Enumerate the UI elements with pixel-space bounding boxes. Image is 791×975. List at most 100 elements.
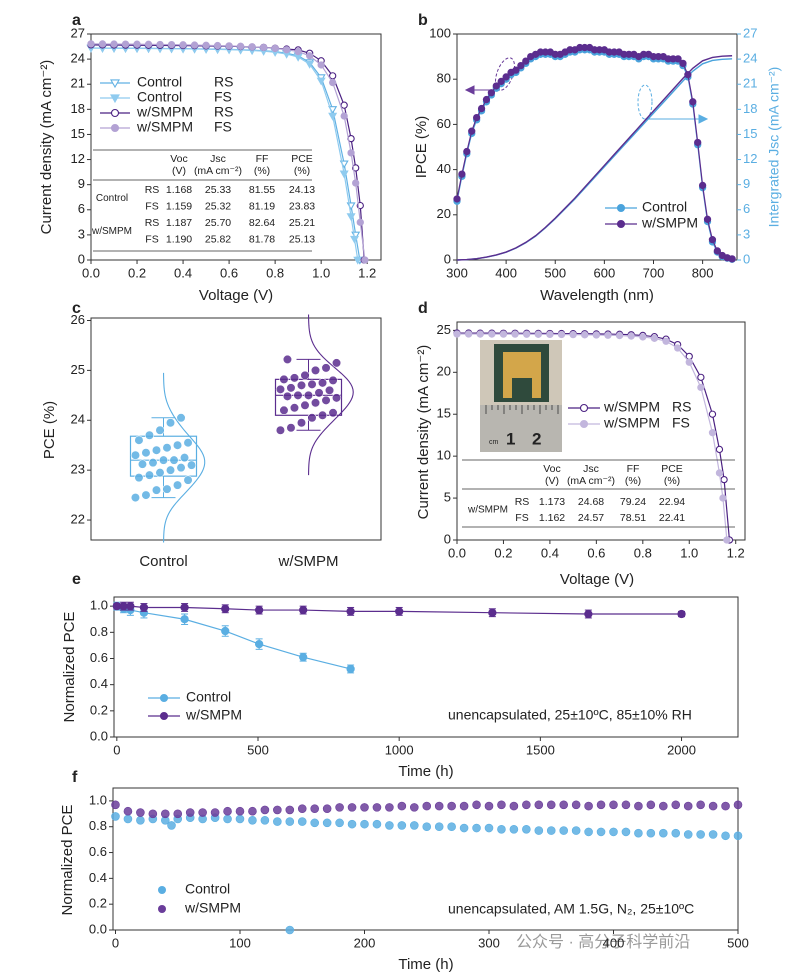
data-point: [303, 390, 314, 400]
x-tick-label: 2000: [667, 742, 696, 757]
data-point: [596, 800, 606, 810]
table-cell: 25.70: [205, 217, 231, 229]
y-tick-label: 25: [71, 362, 85, 377]
data-point: [708, 410, 717, 418]
x-axis-title: Wavelength (nm): [540, 287, 654, 304]
table-cell: 1.168: [166, 184, 192, 196]
table-cell: FS: [145, 200, 158, 212]
legend-marker: [110, 108, 120, 118]
data-point: [683, 830, 693, 839]
y-tick-label: 18: [71, 101, 85, 116]
y-tick-label: 1.0: [90, 598, 108, 613]
y-tick-label: 9: [78, 176, 85, 191]
data-point: [285, 925, 295, 935]
legend-label: w/SMPM: [603, 399, 660, 415]
data-point: [317, 378, 328, 388]
table-cell: 1.173: [539, 496, 565, 508]
panel-label: c: [72, 300, 81, 317]
data-point: [259, 43, 268, 52]
data-point: [696, 800, 705, 810]
data-point: [260, 805, 270, 815]
data-point: [517, 61, 525, 70]
legend-scan: RS: [214, 104, 233, 120]
x-tick-label: 700: [643, 265, 665, 280]
data-point: [176, 463, 186, 473]
data-point: [468, 127, 476, 135]
y2-tick-label: 3: [743, 226, 750, 241]
data-point: [353, 256, 363, 265]
x-tick-label: 0.2: [494, 545, 512, 560]
data-point: [671, 828, 681, 838]
data-point: [708, 429, 717, 437]
data-point: [297, 817, 307, 826]
data-point: [683, 801, 693, 811]
data-point: [721, 801, 730, 811]
panel-label: d: [418, 300, 428, 317]
data-point: [509, 825, 519, 834]
data-point: [306, 52, 314, 60]
data-point: [316, 77, 326, 86]
x-tick-label: 500: [544, 265, 566, 280]
panel-label: b: [418, 12, 428, 29]
table-cell: 1.159: [166, 200, 192, 212]
y-tick-label: 3: [78, 226, 85, 241]
y-tick-label: 0: [444, 251, 451, 266]
device-electrode: [503, 352, 541, 398]
data-point: [698, 181, 707, 190]
panel-label: a: [72, 12, 81, 29]
inset-label: 2: [532, 429, 541, 448]
y-tick-label: 0.8: [89, 818, 107, 833]
data-point: [137, 459, 148, 469]
data-point: [324, 385, 335, 395]
data-point: [569, 331, 577, 339]
data-point: [697, 383, 705, 392]
data-point: [155, 425, 165, 435]
data-point: [160, 809, 170, 819]
data-point: [285, 817, 295, 826]
data-point: [180, 603, 189, 612]
legend-marker: [159, 711, 169, 721]
data-point: [397, 801, 407, 811]
x-tick-label: 300: [446, 265, 468, 280]
data-point: [522, 825, 531, 834]
series-line: [116, 605, 351, 670]
y-axis-title: Current density (mA cm⁻²): [38, 60, 55, 235]
data-point: [307, 379, 317, 389]
legend-label: Control: [642, 199, 687, 215]
data-point: [662, 337, 670, 345]
data-point: [126, 602, 135, 611]
data-point: [708, 236, 717, 244]
data-point: [282, 46, 291, 54]
legend-marker: [616, 203, 626, 213]
table-header: (mA cm⁻²): [194, 165, 242, 177]
y-tick-label: 0.2: [89, 896, 107, 911]
data-point: [141, 490, 151, 500]
data-point: [409, 803, 419, 812]
table-cell: RS: [145, 217, 160, 229]
data-point: [627, 332, 635, 340]
data-point: [534, 826, 544, 835]
table-header: (mA cm⁻²): [567, 475, 615, 487]
data-point: [172, 480, 183, 490]
data-point: [546, 330, 554, 339]
data-point: [221, 604, 230, 613]
legend-scan: FS: [214, 119, 232, 135]
data-point: [221, 626, 230, 636]
data-point: [275, 425, 286, 435]
legend-label: Control: [185, 881, 230, 897]
y-tick-label: 0.4: [90, 676, 108, 691]
data-point: [285, 805, 295, 815]
data-point: [248, 806, 257, 816]
data-point: [372, 819, 382, 829]
data-point: [248, 43, 256, 51]
data-point: [179, 41, 187, 49]
data-point: [167, 821, 176, 830]
table-cell: 24.57: [578, 512, 604, 524]
data-point: [733, 831, 743, 841]
x-tick-label: 0: [113, 742, 120, 757]
data-point: [289, 373, 300, 383]
data-point: [299, 653, 308, 662]
y-tick-label: 0.6: [90, 650, 108, 665]
y2-tick-label: 9: [743, 176, 750, 191]
data-point: [557, 330, 566, 339]
